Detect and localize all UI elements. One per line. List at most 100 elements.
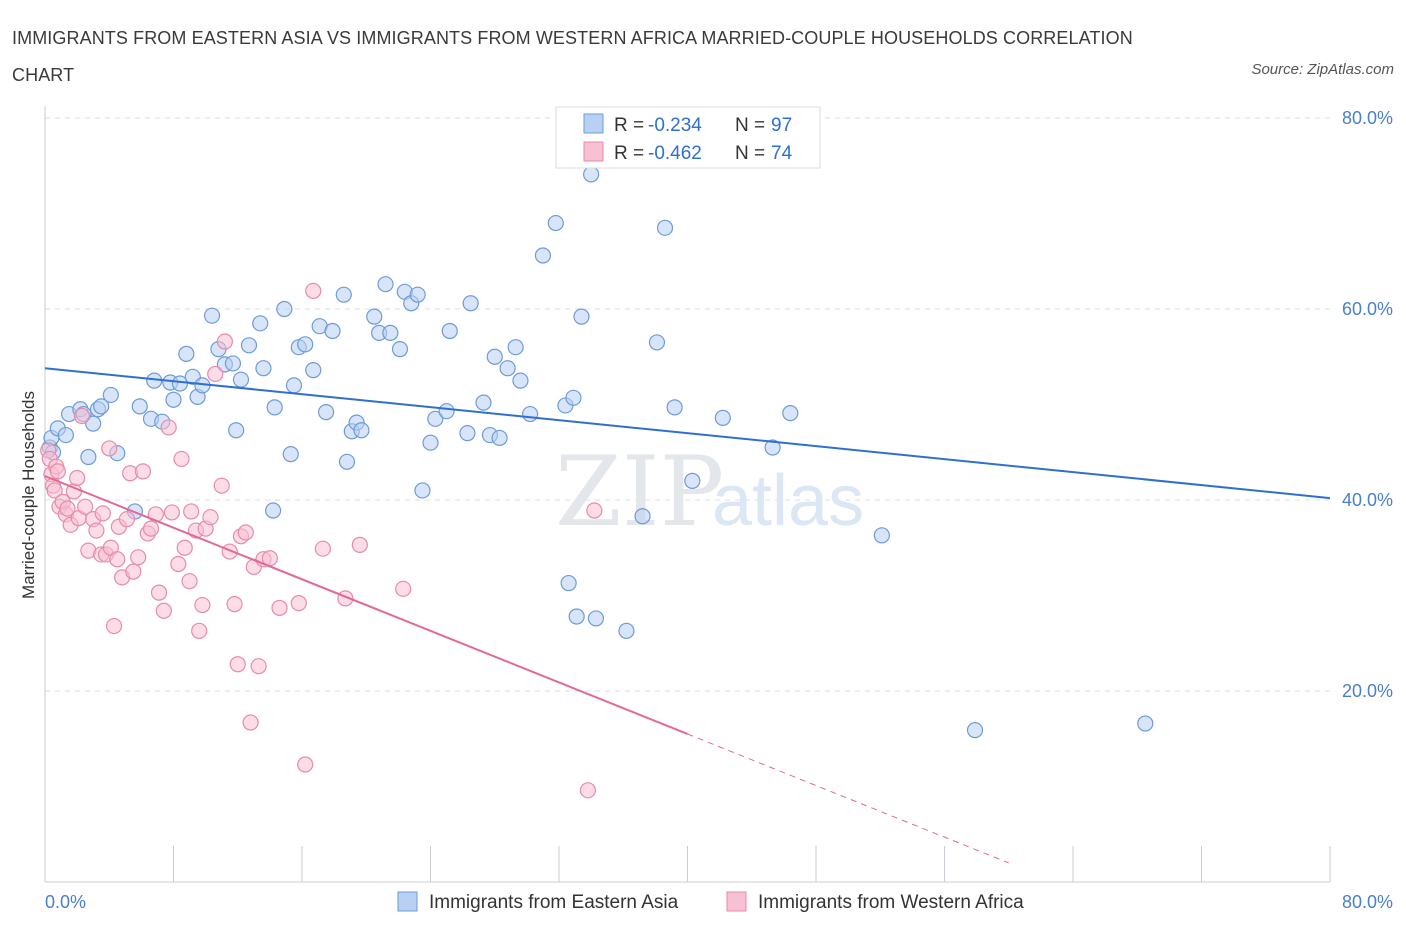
data-point-western-africa xyxy=(194,596,211,614)
legend-swatch-pink xyxy=(583,141,604,162)
correlation-legend: R = -0.234 N = 97 R = -0.462 N = 74 xyxy=(555,106,821,169)
y-tick-label: 80.0% xyxy=(1342,108,1393,128)
data-point-eastern-asia xyxy=(438,403,455,420)
data-point-eastern-asia xyxy=(93,398,110,415)
data-point-eastern-asia xyxy=(459,425,476,442)
data-point-western-africa xyxy=(314,540,331,557)
data-point-western-africa xyxy=(183,503,200,520)
trend-line-western-africa-extrapolated xyxy=(687,733,1009,864)
x-tick-label-max: 80.0% xyxy=(1342,892,1393,912)
data-point-western-africa xyxy=(191,622,208,639)
data-point-eastern-asia xyxy=(782,404,799,422)
series-legend: Immigrants from Eastern Asia Immigrants … xyxy=(397,891,1024,913)
data-point-western-africa xyxy=(94,505,111,522)
data-point-eastern-asia xyxy=(85,415,102,432)
data-point-western-africa xyxy=(105,617,123,635)
data-point-eastern-asia xyxy=(547,214,564,232)
data-point-eastern-asia xyxy=(80,448,97,466)
data-point-eastern-asia xyxy=(57,426,74,444)
data-point-eastern-asia xyxy=(560,574,577,592)
bottom-legend-label-1: Immigrants from Eastern Asia xyxy=(429,892,679,913)
data-point-eastern-asia xyxy=(534,247,552,264)
data-point-eastern-asia xyxy=(324,322,341,340)
data-point-western-africa xyxy=(101,440,118,457)
data-point-western-africa xyxy=(290,595,307,612)
data-point-eastern-asia xyxy=(240,337,258,354)
data-point-western-africa xyxy=(118,510,136,528)
data-point-western-africa xyxy=(109,551,126,568)
bottom-legend-swatch-blue xyxy=(397,891,418,912)
watermark-atlas: atlas xyxy=(712,461,864,541)
data-point-western-africa xyxy=(134,463,152,480)
data-point-western-africa xyxy=(242,714,259,731)
data-point-eastern-asia xyxy=(714,409,731,426)
data-point-western-africa xyxy=(46,482,63,499)
data-point-western-africa xyxy=(207,365,224,383)
data-point-western-africa xyxy=(69,469,86,487)
series-western-africa xyxy=(40,282,603,799)
watermark-zip: ZIP xyxy=(555,436,724,548)
data-point-western-africa xyxy=(181,573,198,590)
data-point-eastern-asia xyxy=(684,472,701,489)
data-point-eastern-asia xyxy=(297,336,314,353)
x-tick-labels: 0.0% 80.0% xyxy=(45,892,1393,912)
trend-lines xyxy=(44,367,1331,864)
data-point-eastern-asia xyxy=(178,345,195,362)
data-point-eastern-asia xyxy=(282,446,299,463)
data-point-western-africa xyxy=(125,563,142,580)
data-point-eastern-asia xyxy=(165,391,182,408)
data-point-western-africa xyxy=(395,580,412,597)
legend-r-label-1: R = xyxy=(614,115,644,136)
data-point-western-africa xyxy=(150,584,168,601)
data-point-eastern-asia xyxy=(224,355,242,372)
data-point-western-africa xyxy=(73,407,91,425)
data-point-eastern-asia xyxy=(565,389,582,406)
data-point-western-africa xyxy=(176,539,193,556)
bottom-legend-label-2: Immigrants from Western Africa xyxy=(758,892,1024,913)
data-point-western-africa xyxy=(226,595,243,613)
y-tick-label: 20.0% xyxy=(1342,681,1393,701)
data-point-eastern-asia xyxy=(966,722,984,739)
y-axis-label: Married-couple Households xyxy=(19,391,38,599)
data-point-eastern-asia xyxy=(587,610,605,627)
chart-source: Source: ZipAtlas.com xyxy=(1251,61,1394,78)
data-point-eastern-asia xyxy=(422,434,439,451)
data-point-eastern-asia xyxy=(499,360,516,377)
data-point-eastern-asia xyxy=(285,377,303,394)
legend-n-value-2: 74 xyxy=(771,143,793,164)
axes xyxy=(44,106,1331,883)
data-point-eastern-asia xyxy=(441,322,458,340)
data-point-eastern-asia xyxy=(568,608,585,625)
data-point-eastern-asia xyxy=(391,341,409,358)
data-point-eastern-asia xyxy=(266,399,283,416)
data-point-western-africa xyxy=(229,656,246,673)
series-eastern-asia xyxy=(41,127,1154,739)
data-point-eastern-asia xyxy=(338,453,356,470)
data-point-western-africa xyxy=(160,419,177,436)
chart-title: IMMIGRANTS FROM EASTERN ASIA VS IMMIGRAN… xyxy=(12,28,1133,85)
data-point-eastern-asia xyxy=(521,405,539,423)
data-point-western-africa xyxy=(237,524,254,541)
data-point-eastern-asia xyxy=(573,308,590,325)
data-point-eastern-asia xyxy=(666,399,683,416)
data-point-eastern-asia xyxy=(512,372,529,389)
data-point-eastern-asia xyxy=(491,429,508,447)
data-point-eastern-asia xyxy=(656,219,674,236)
data-point-western-africa xyxy=(170,555,187,573)
legend-r-value-1: -0.234 xyxy=(648,115,702,136)
data-point-eastern-asia xyxy=(276,300,293,318)
data-point-eastern-asia xyxy=(232,371,250,388)
data-point-eastern-asia xyxy=(264,502,282,519)
data-point-western-africa xyxy=(49,463,66,480)
data-point-western-africa xyxy=(216,333,233,350)
legend-swatch-blue xyxy=(583,113,604,134)
data-point-western-africa xyxy=(297,756,314,773)
data-point-eastern-asia xyxy=(475,394,492,411)
watermark: ZIP atlas xyxy=(555,436,864,548)
data-point-western-africa xyxy=(155,602,172,619)
data-point-eastern-asia xyxy=(618,622,635,639)
legend-n-label-1: N = xyxy=(735,115,765,136)
data-point-eastern-asia xyxy=(507,339,524,356)
data-point-eastern-asia xyxy=(382,324,399,341)
data-point-eastern-asia xyxy=(305,362,322,379)
